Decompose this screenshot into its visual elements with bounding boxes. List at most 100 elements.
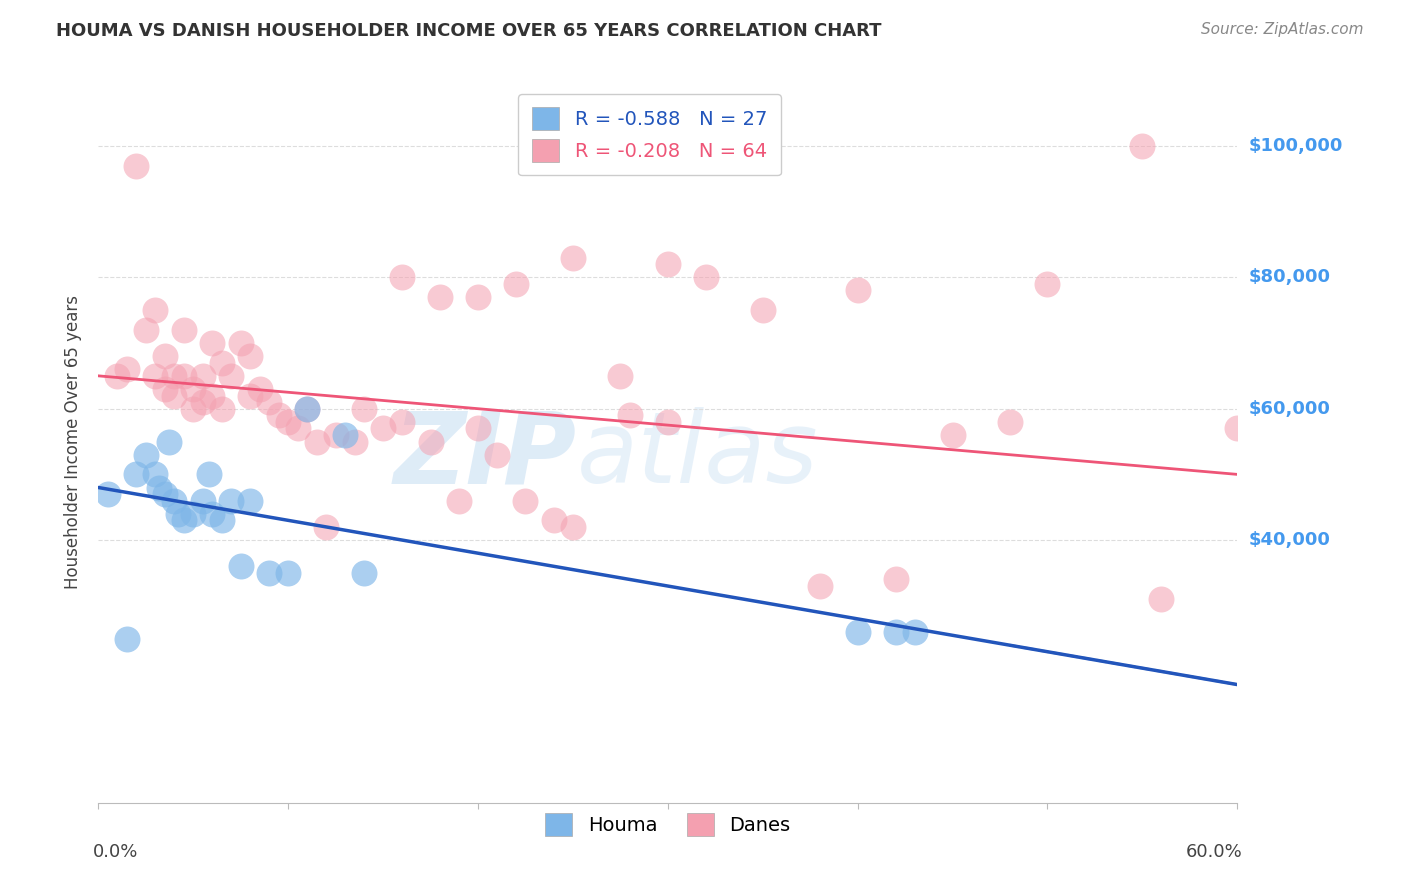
Legend: Houma, Danes: Houma, Danes (537, 805, 799, 844)
Point (297, 401, 319, 416)
Point (562, 520, 585, 534)
Text: atlas: atlas (576, 408, 818, 505)
Point (942, 428, 965, 442)
Point (145, 467, 167, 482)
Point (148, 481, 170, 495)
Point (325, 428, 347, 442)
Point (657, 257, 679, 271)
Point (391, 415, 413, 429)
Point (562, 251, 585, 265)
Point (1132, 139, 1154, 153)
Point (157, 434, 180, 449)
Point (153, 349, 176, 363)
Point (125, 159, 148, 173)
Point (884, 625, 907, 640)
Point (846, 284, 869, 298)
Point (191, 493, 214, 508)
Point (419, 434, 441, 449)
Point (163, 493, 186, 508)
Point (115, 632, 138, 646)
Point (221, 368, 243, 383)
Point (191, 395, 214, 409)
Text: ZIP: ZIP (394, 408, 576, 505)
Point (486, 448, 509, 462)
Point (221, 493, 243, 508)
Point (163, 388, 186, 402)
Point (335, 428, 357, 442)
Point (107, 368, 129, 383)
Point (173, 323, 195, 337)
Point (183, 401, 205, 416)
Point (229, 336, 252, 351)
Y-axis label: Householder Income Over 65 years: Householder Income Over 65 years (65, 294, 83, 589)
Point (211, 513, 233, 527)
Text: $60,000: $60,000 (1249, 400, 1330, 417)
Point (201, 507, 224, 521)
Point (447, 493, 470, 508)
Text: $100,000: $100,000 (1249, 137, 1343, 155)
Point (846, 625, 869, 640)
Point (904, 625, 927, 640)
Point (267, 409, 290, 423)
Point (808, 579, 831, 593)
Point (145, 368, 167, 383)
Point (229, 559, 252, 574)
Point (145, 303, 167, 318)
Point (277, 415, 299, 429)
Point (211, 401, 233, 416)
Point (173, 368, 195, 383)
Point (115, 362, 138, 376)
Point (191, 368, 214, 383)
Point (125, 467, 148, 482)
Point (353, 401, 375, 416)
Point (343, 434, 366, 449)
Text: 0.0%: 0.0% (93, 843, 138, 861)
Point (277, 566, 299, 580)
Point (619, 409, 641, 423)
Text: HOUMA VS DANISH HOUSEHOLDER INCOME OVER 65 YEARS CORRELATION CHART: HOUMA VS DANISH HOUSEHOLDER INCOME OVER … (56, 22, 882, 40)
Text: $80,000: $80,000 (1249, 268, 1330, 286)
Point (695, 270, 717, 285)
Point (1150, 592, 1173, 607)
Point (259, 395, 281, 409)
Point (239, 493, 262, 508)
Point (752, 303, 775, 318)
Point (609, 368, 631, 383)
Point (163, 368, 186, 383)
Point (153, 382, 176, 396)
Point (97, 487, 120, 501)
Point (353, 566, 375, 580)
Point (657, 415, 679, 429)
Point (167, 507, 190, 521)
Point (505, 277, 527, 291)
Point (173, 513, 195, 527)
Point (998, 415, 1021, 429)
Point (515, 493, 537, 508)
Point (249, 382, 271, 396)
Point (305, 434, 328, 449)
Point (135, 323, 157, 337)
Point (884, 573, 907, 587)
Point (287, 421, 309, 435)
Point (371, 421, 394, 435)
Point (211, 356, 233, 370)
Point (197, 467, 219, 482)
Point (259, 566, 281, 580)
Point (297, 401, 319, 416)
Point (239, 349, 262, 363)
Point (543, 513, 565, 527)
Point (239, 388, 262, 402)
Point (429, 290, 451, 304)
Point (1036, 277, 1059, 291)
Point (183, 507, 205, 521)
Text: $40,000: $40,000 (1249, 531, 1330, 549)
Point (201, 336, 224, 351)
Point (391, 270, 413, 285)
Point (135, 448, 157, 462)
Point (1226, 421, 1249, 435)
Point (467, 290, 489, 304)
Point (153, 487, 176, 501)
Point (467, 421, 489, 435)
Point (315, 520, 337, 534)
Text: 60.0%: 60.0% (1187, 843, 1243, 861)
